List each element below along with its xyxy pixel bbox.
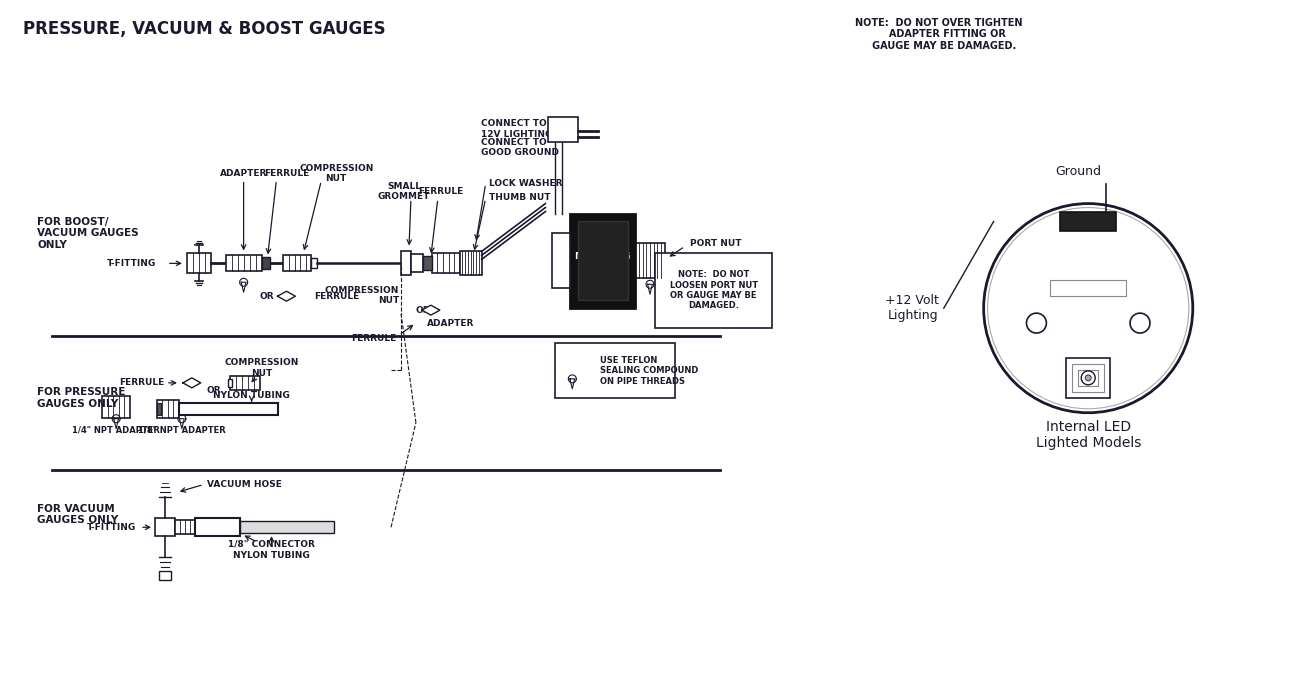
Text: COMPRESSION
NUT: COMPRESSION NUT (325, 286, 399, 305)
Bar (157, 400, 179, 418)
Text: NOTE:  DO NOT
LOOSEN PORT NUT
OR GAUGE MAY BE
DAMAGED.: NOTE: DO NOT LOOSEN PORT NUT OR GAUGE MA… (670, 270, 757, 310)
Text: ADAPTER: ADAPTER (427, 319, 475, 328)
Text: OR: OR (259, 292, 275, 301)
Bar (195, 518, 240, 536)
Text: Ground: Ground (1055, 165, 1102, 178)
Bar (578, 220, 628, 300)
Bar (552, 234, 570, 288)
Circle shape (1130, 313, 1149, 333)
Text: SMALL
GROMMET: SMALL GROMMET (378, 182, 430, 202)
Text: T-FITTING: T-FITTING (88, 523, 137, 532)
Text: FERRULE: FERRULE (119, 378, 164, 387)
Bar (157, 403, 161, 414)
Bar (159, 571, 170, 580)
Text: FERRULE: FERRULE (418, 187, 463, 196)
Bar (655, 254, 773, 328)
Bar (240, 521, 334, 533)
Bar (459, 252, 481, 275)
Bar (227, 379, 232, 387)
Text: FOR BOOST/
VACUUM GAUGES
ONLY: FOR BOOST/ VACUUM GAUGES ONLY (37, 217, 139, 250)
Text: COMPRESSION
NUT: COMPRESSION NUT (299, 164, 373, 184)
Circle shape (1085, 375, 1091, 381)
Text: 1/8" NPT ADAPTER: 1/8" NPT ADAPTER (138, 426, 226, 435)
Text: FERRULE: FERRULE (264, 169, 310, 178)
Bar (432, 254, 459, 273)
Text: MOUNTING
BRACKET: MOUNTING BRACKET (574, 252, 631, 271)
Bar (1050, 280, 1126, 296)
Bar (556, 343, 675, 398)
Polygon shape (183, 378, 201, 388)
Text: COMPRESSION
NUT: COMPRESSION NUT (224, 358, 299, 378)
Text: CONNECT TO
GOOD GROUND: CONNECT TO GOOD GROUND (481, 138, 559, 157)
Text: ADAPTER: ADAPTER (219, 169, 267, 178)
Text: NYLON TUBING: NYLON TUBING (233, 551, 310, 560)
Text: PRESSURE, VACUUM & BOOST GAUGES: PRESSURE, VACUUM & BOOST GAUGES (22, 20, 386, 38)
Text: FERRULE: FERRULE (315, 292, 360, 301)
Bar (412, 254, 423, 272)
Bar (262, 257, 270, 270)
Circle shape (984, 204, 1193, 413)
Circle shape (551, 120, 570, 140)
Text: FOR PRESSURE
GAUGES ONLY: FOR PRESSURE GAUGES ONLY (37, 387, 126, 409)
Text: +12V: +12V (1060, 218, 1081, 225)
Bar (187, 254, 210, 273)
Text: USE TEFLON
SEALING COMPOUND
ON PIPE THREADS: USE TEFLON SEALING COMPOUND ON PIPE THRE… (600, 356, 699, 386)
Bar (284, 255, 311, 271)
Text: CONNECT TO
12V LIGHTING: CONNECT TO 12V LIGHTING (481, 119, 552, 139)
Text: OR: OR (415, 306, 431, 315)
Text: *: * (1085, 215, 1091, 228)
Bar (635, 243, 664, 279)
Text: 1/8" CONNECTOR: 1/8" CONNECTOR (228, 540, 315, 549)
Bar (548, 117, 578, 142)
Circle shape (1027, 313, 1046, 333)
Bar (1067, 358, 1111, 398)
Text: NYLON TUBING: NYLON TUBING (213, 392, 290, 401)
Bar (179, 403, 279, 414)
Bar (155, 518, 175, 536)
Bar (1078, 370, 1098, 386)
Bar (226, 255, 262, 271)
Text: OR: OR (206, 386, 221, 395)
Bar (423, 256, 432, 270)
Bar (1060, 211, 1116, 231)
Bar (230, 376, 259, 390)
Text: >AMR<: >AMR< (1073, 283, 1103, 292)
Bar (570, 213, 635, 308)
Text: PORT NUT: PORT NUT (690, 239, 742, 248)
Text: THUMB NUT: THUMB NUT (489, 193, 550, 202)
Text: T-FITTING: T-FITTING (107, 258, 156, 267)
Text: NOTE:  DO NOT OVER TIGHTEN
     ADAPTER FITTING OR
   GAUGE MAY BE DAMAGED.: NOTE: DO NOT OVER TIGHTEN ADAPTER FITTIN… (855, 17, 1023, 51)
Text: VACUUM HOSE: VACUUM HOSE (206, 480, 281, 489)
Bar (311, 258, 317, 268)
Circle shape (1081, 371, 1095, 385)
Bar (1072, 364, 1104, 392)
Bar (175, 520, 195, 534)
Polygon shape (277, 291, 295, 301)
Text: Internal LED
Lighted Models: Internal LED Lighted Models (1036, 419, 1140, 450)
Text: FOR VACUUM
GAUGES ONLY: FOR VACUUM GAUGES ONLY (37, 504, 119, 525)
Text: GND: GND (1098, 218, 1115, 225)
Bar (102, 396, 130, 418)
Bar (401, 252, 412, 275)
Text: LOCK WASHER: LOCK WASHER (489, 179, 562, 188)
Text: FERRULE: FERRULE (351, 333, 396, 342)
Text: +12 Volt
Lighting: +12 Volt Lighting (885, 294, 939, 322)
Text: 1/4" NPT ADAPTER: 1/4" NPT ADAPTER (72, 426, 160, 435)
Polygon shape (422, 305, 440, 315)
